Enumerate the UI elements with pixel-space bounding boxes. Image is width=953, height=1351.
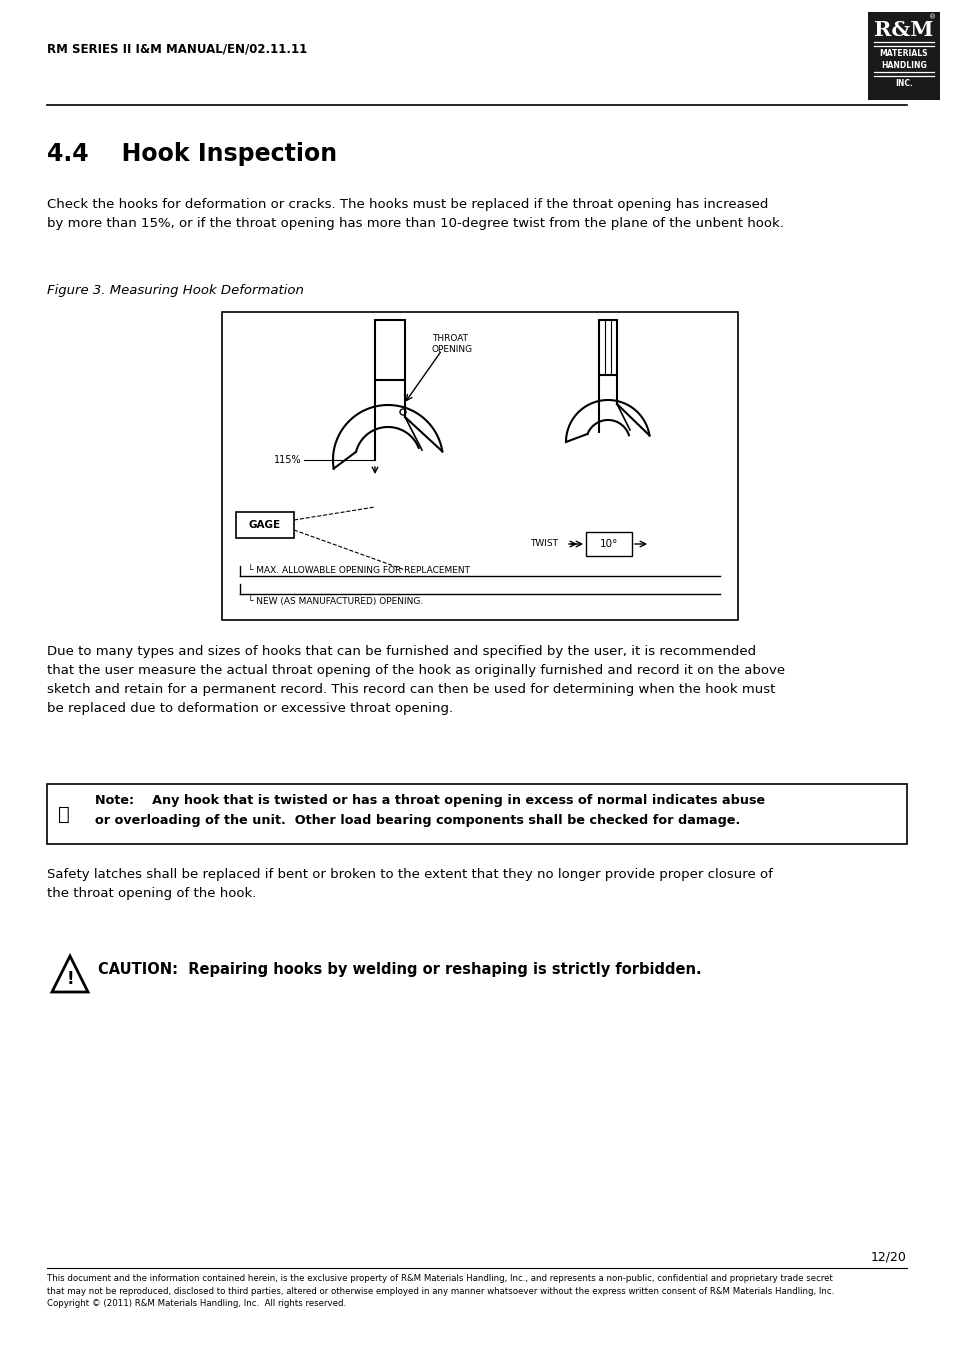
- Bar: [235, 512, 294, 538]
- Text: 4.4    Hook Inspection: 4.4 Hook Inspection: [47, 142, 336, 166]
- Text: Check the hooks for deformation or cracks. The hooks must be replaced if the thr: Check the hooks for deformation or crack…: [47, 199, 783, 230]
- Text: 115%: 115%: [274, 455, 301, 465]
- Text: MATERIALS: MATERIALS: [879, 49, 927, 58]
- Text: Figure 3. Measuring Hook Deformation: Figure 3. Measuring Hook Deformation: [47, 284, 304, 297]
- Bar: [598, 320, 617, 376]
- Text: CAUTION:  Repairing hooks by welding or reshaping is strictly forbidden.: CAUTION: Repairing hooks by welding or r…: [98, 962, 700, 977]
- Text: R&M: R&M: [873, 20, 933, 41]
- Text: This document and the information contained herein, is the exclusive property of: This document and the information contai…: [47, 1274, 833, 1308]
- Text: THROAT
OPENING: THROAT OPENING: [432, 334, 473, 354]
- Text: HANDLING: HANDLING: [881, 61, 926, 70]
- Bar: [585, 532, 631, 557]
- Bar: [375, 320, 405, 380]
- Text: 12/20: 12/20: [870, 1251, 906, 1265]
- Bar: [47, 784, 906, 844]
- Text: 👉: 👉: [58, 804, 70, 824]
- Text: or overloading of the unit.  Other load bearing components shall be checked for : or overloading of the unit. Other load b…: [95, 815, 740, 827]
- Text: Due to many types and sizes of hooks that can be furnished and specified by the : Due to many types and sizes of hooks tha…: [47, 644, 784, 715]
- Text: INC.: INC.: [894, 78, 912, 88]
- Text: Note:    Any hook that is twisted or has a throat opening in excess of normal in: Note: Any hook that is twisted or has a …: [95, 794, 764, 807]
- Text: Safety latches shall be replaced if bent or broken to the extent that they no lo: Safety latches shall be replaced if bent…: [47, 867, 772, 900]
- Text: ®: ®: [928, 14, 935, 20]
- Bar: [222, 312, 738, 620]
- Text: 10°: 10°: [599, 539, 618, 549]
- Text: GAGE: GAGE: [249, 520, 281, 530]
- Text: !: !: [66, 970, 73, 988]
- Text: RM SERIES II I&M MANUAL/EN/02.11.11: RM SERIES II I&M MANUAL/EN/02.11.11: [47, 42, 307, 55]
- Text: └ MAX. ALLOWABLE OPENING FOR REPLACEMENT: └ MAX. ALLOWABLE OPENING FOR REPLACEMENT: [248, 566, 470, 576]
- Bar: [867, 12, 939, 100]
- Text: └ NEW (AS MANUFACTURED) OPENING.: └ NEW (AS MANUFACTURED) OPENING.: [248, 596, 423, 605]
- Text: TWIST: TWIST: [530, 539, 558, 549]
